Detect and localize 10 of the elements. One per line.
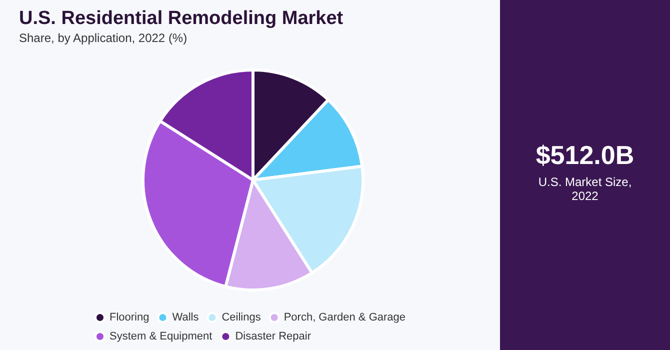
legend-label: System & Equipment	[109, 330, 212, 342]
legend-label: Flooring	[109, 312, 150, 324]
legend-label: Porch, Garden & Garage	[284, 312, 406, 324]
legend-label: Walls	[172, 312, 200, 324]
legend-label: Disaster Repair	[235, 330, 312, 342]
chart-title: U.S. Residential Remodeling Market	[19, 8, 344, 29]
text: U.S. Market Size, 2022	[537, 175, 633, 203]
chart-subtitle: Share, by Application, 2022 (%)	[19, 31, 188, 45]
legend-label: Ceilings	[222, 312, 262, 324]
text: $512.0B	[534, 140, 636, 171]
